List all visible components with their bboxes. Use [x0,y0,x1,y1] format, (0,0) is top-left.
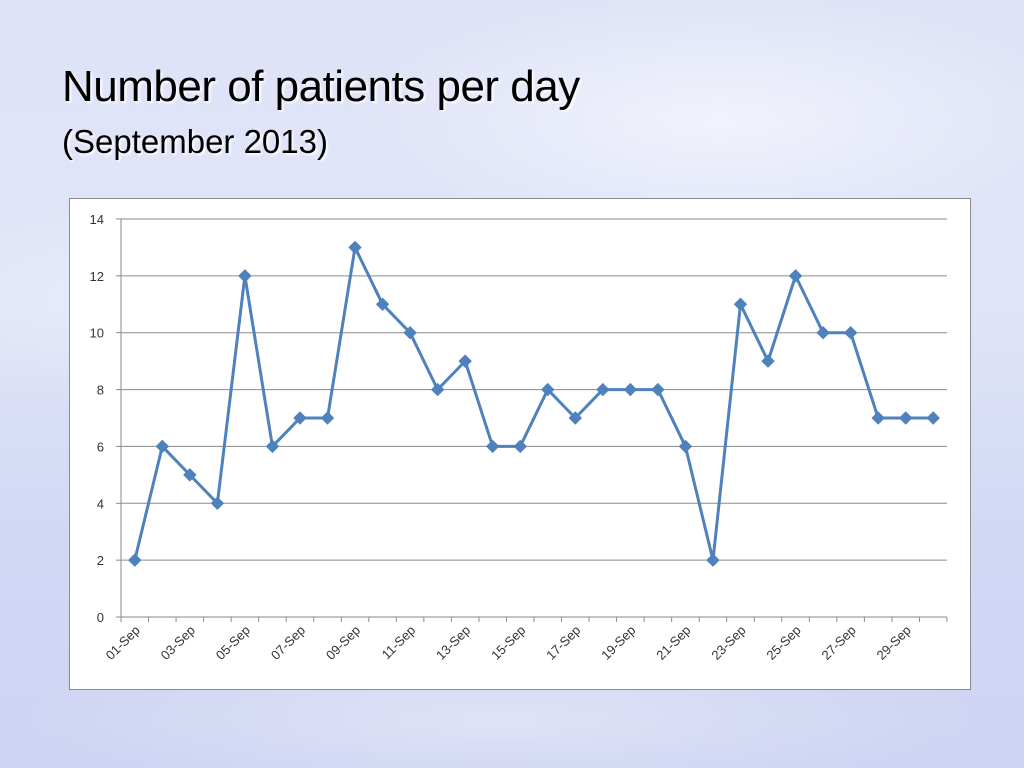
chart-frame: 0 2 4 6 8 10 12 14 01-Sep 03-Sep 05-Sep 07-Sep 09-Se… [69,198,971,690]
data-point [513,439,527,454]
x-tick-label: 29-Sep [874,623,914,663]
x-tick-label: 07-Sep [268,623,308,663]
data-point [843,326,858,340]
y-tick-label: 8 [97,383,104,398]
series-line [133,245,934,562]
data-point [898,411,913,425]
x-tick-label: 09-Sep [323,623,363,663]
x-tick-label: 11-Sep [379,623,419,663]
data-point [128,553,142,567]
data-point [403,326,417,340]
y-tick-label: 2 [97,553,104,568]
x-tick-label: 05-Sep [213,623,253,663]
data-point [788,269,803,283]
y-tick-label: 14 [90,212,104,227]
slide-title: Number of patients per day [62,62,580,111]
x-tick-label: 01-Sep [103,623,143,663]
x-tick-label: 21-Sep [653,623,693,663]
data-point [210,496,225,510]
data-point [568,411,583,425]
x-tick-label: 27-Sep [819,623,859,663]
data-point [733,297,748,311]
y-tick-label: 4 [97,496,104,511]
x-tick-label: 15-Sep [488,623,528,663]
y-tick-label: 0 [97,610,104,625]
slide-subtitle: (September 2013) [62,123,328,160]
x-tick-label: 23-Sep [708,623,748,663]
data-point [926,411,940,425]
line-chart: 0 2 4 6 8 10 12 14 01-Sep 03-Sep 05-Sep 07-Sep 09-Se… [90,212,948,663]
data-point [265,439,280,454]
data-point [678,439,693,454]
data-point [485,439,500,454]
data-point [871,411,885,425]
data-point [623,382,638,397]
data-point [458,354,472,368]
data-point [320,411,335,425]
data-point [348,240,362,255]
data-point [375,297,390,311]
y-tick-label: 10 [90,326,104,341]
x-tick-label: 03-Sep [158,623,198,663]
data-point [183,468,197,482]
data-point [430,382,445,397]
data-point [293,411,307,425]
data-point [706,553,720,567]
x-tick-label: 25-Sep [763,623,803,663]
data-point [155,439,170,454]
data-point [596,382,610,397]
x-tick-label: 17-Sep [543,623,583,663]
data-point [238,269,252,283]
y-tick-label: 6 [97,439,104,454]
data-point [761,354,775,368]
x-tick-label: 19-Sep [598,623,638,663]
y-tick-label: 12 [90,269,104,284]
x-tick-label: 13-Sep [433,623,473,663]
data-point [651,382,665,397]
data-point [816,326,830,340]
data-point [541,382,555,397]
